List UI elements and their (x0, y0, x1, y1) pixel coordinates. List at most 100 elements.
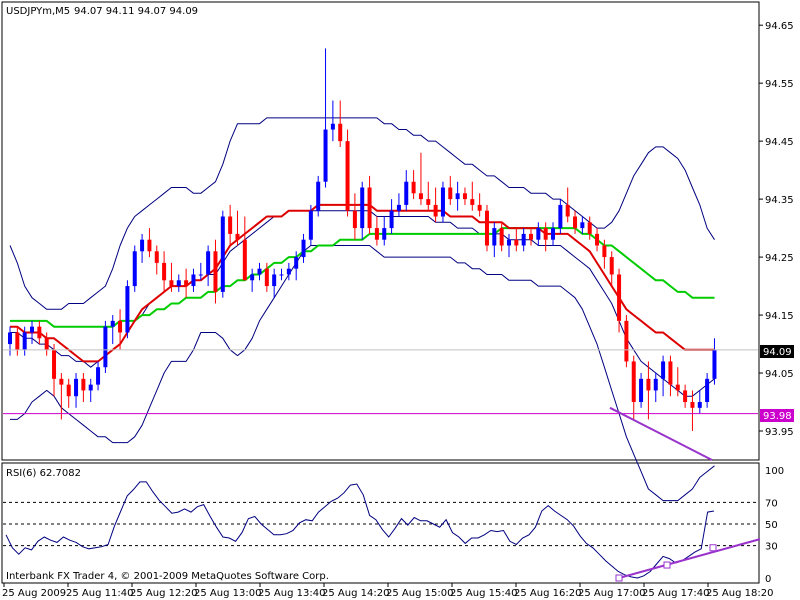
candle-body (587, 222, 592, 234)
candle (433, 187, 438, 223)
candle (514, 228, 519, 252)
price-pane[interactable] (1, 1, 760, 461)
price-tick-label: 94.45 (765, 137, 794, 148)
candle (338, 100, 343, 147)
candle-body (653, 378, 658, 391)
candle (382, 216, 387, 246)
candle (81, 373, 86, 403)
candle-body (235, 233, 240, 240)
candle-body (661, 361, 666, 379)
candle-body (220, 216, 225, 292)
candle (8, 326, 12, 356)
candle-body (411, 181, 416, 194)
candle-body (66, 384, 71, 397)
candle (286, 262, 291, 281)
candle-body (169, 280, 174, 287)
candle (521, 228, 526, 252)
candle (477, 193, 482, 217)
candle-body (125, 286, 130, 333)
candle-body (147, 239, 152, 252)
candle (529, 228, 534, 246)
candle (140, 233, 145, 263)
time-tick-label: 25 Aug 17:00 (578, 588, 645, 599)
time-tick-label: 25 Aug 14:20 (322, 588, 389, 599)
candle-body (352, 210, 357, 229)
candle (470, 181, 475, 211)
time-tick-label: 25 Aug 11:40 (66, 588, 133, 599)
candle-body (257, 268, 262, 275)
candle-body (301, 239, 306, 258)
candle-body (154, 251, 159, 263)
candle (301, 233, 306, 263)
candle-body (162, 262, 167, 281)
candle (455, 181, 460, 211)
candle-body (264, 268, 269, 287)
level-price-box (760, 409, 794, 422)
candle-body (345, 141, 350, 211)
candle (360, 181, 365, 240)
candle (661, 355, 666, 397)
candle-body (213, 251, 218, 292)
candle (683, 384, 688, 408)
candle (198, 262, 203, 281)
rsi-tick-label: 70 (765, 498, 778, 509)
candle (440, 181, 445, 223)
candle (110, 315, 115, 345)
candle-body (15, 332, 20, 350)
candle-body (330, 123, 335, 130)
candle-body (448, 187, 453, 200)
candle-body (404, 181, 409, 205)
candle-body (103, 326, 108, 368)
candle (653, 373, 658, 403)
candle (404, 170, 409, 211)
candle-body (521, 233, 526, 246)
candle-body (52, 349, 57, 379)
rsi-line (5, 481, 715, 579)
candle (88, 378, 93, 403)
candle (543, 222, 548, 252)
candle-body (558, 204, 563, 229)
rsi-pane[interactable] (1, 462, 760, 584)
candle (499, 222, 504, 252)
candle (506, 233, 511, 258)
chart-header-ohlc: 94.07 94.11 94.07 94.09 (74, 6, 198, 17)
candle-body (433, 204, 438, 217)
current-price-label: 94.09 (763, 347, 792, 358)
price-tick-label: 94.05 (765, 369, 794, 380)
candle (191, 268, 196, 292)
candle-body (323, 129, 328, 182)
candle-body (389, 210, 394, 229)
candle (602, 239, 607, 269)
candlesticks (8, 48, 717, 432)
time-tick-label: 25 Aug 12:20 (130, 588, 197, 599)
candle (411, 170, 416, 200)
candle (59, 373, 64, 420)
candle (52, 344, 57, 397)
candle (712, 338, 717, 385)
candle (426, 181, 431, 211)
candle (213, 239, 218, 304)
time-tick-label: 25 Aug 2009 (2, 588, 66, 599)
candle (396, 193, 401, 217)
price-tick-label: 94.55 (765, 79, 794, 90)
level-price-label: 93.98 (763, 411, 792, 422)
candle-body (499, 228, 504, 246)
candle-body (551, 228, 556, 240)
candle-body (484, 210, 489, 246)
candle (668, 355, 673, 397)
candle-body (206, 251, 211, 275)
candle-body (22, 332, 27, 350)
candle (323, 48, 328, 188)
candle-body (96, 367, 101, 385)
candle-body (617, 274, 622, 321)
candle (462, 187, 467, 205)
candle (242, 216, 247, 281)
candle (345, 129, 350, 217)
candle-body (8, 332, 12, 345)
price-tick-label: 94.35 (765, 195, 794, 206)
candle (132, 245, 137, 292)
candle-body (536, 228, 541, 240)
trendline-anchor (709, 544, 717, 552)
candle (250, 268, 255, 292)
time-tick-label: 25 Aug 15:00 (386, 588, 453, 599)
